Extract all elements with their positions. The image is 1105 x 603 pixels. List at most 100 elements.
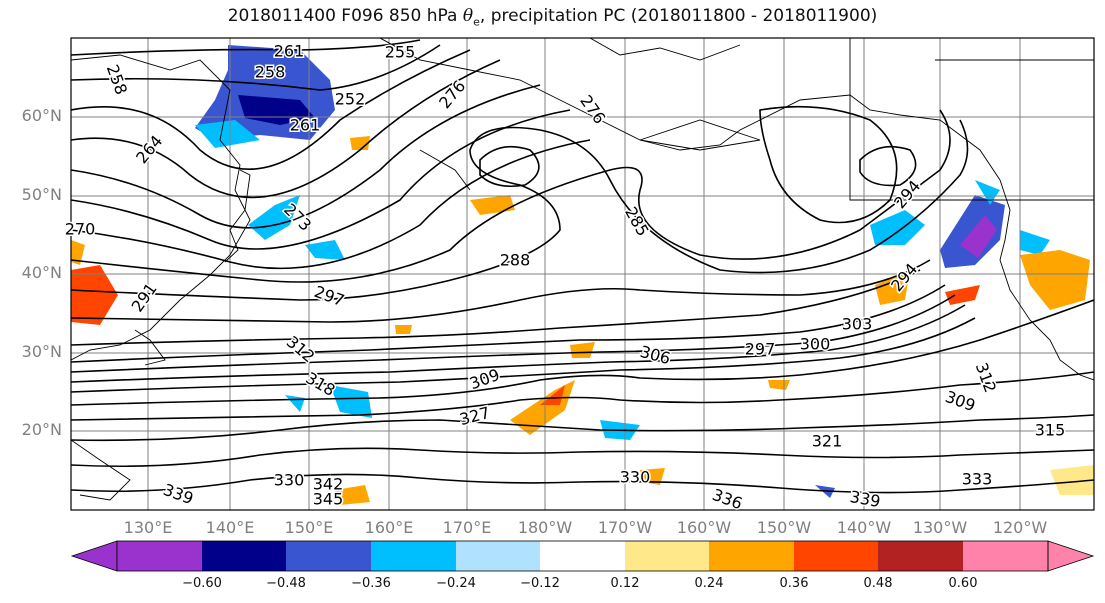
contour-label: 264 — [132, 132, 166, 168]
contour-label: 303 — [842, 315, 873, 334]
precip-patch-pos-mid — [71, 240, 85, 265]
colorbar-tick-label: 0.24 — [694, 576, 724, 591]
map-area — [71, 38, 1094, 510]
contour-label: 312 — [283, 332, 319, 366]
colorbar-tick-label: 0.12 — [610, 576, 640, 591]
lon-label: 130°W — [912, 518, 968, 537]
title-variable: θ — [462, 6, 474, 26]
lat-label: 40°N — [21, 263, 62, 282]
contour-label: 288 — [500, 251, 531, 270]
lon-label: 120°W — [992, 518, 1048, 537]
colorbar-tick-label: 0.36 — [779, 576, 809, 591]
lat-label: 60°N — [21, 106, 62, 125]
lon-label: 140°E — [205, 518, 255, 537]
graticule — [71, 38, 1094, 510]
lat-label: 20°N — [21, 420, 62, 439]
colorbar-segment — [540, 541, 625, 571]
colorbar-tick-label: 0.48 — [863, 576, 893, 591]
map-frame — [70, 37, 1095, 511]
contour-label: 255 — [385, 43, 416, 62]
colorbar-extend-max — [1047, 540, 1095, 572]
precip-patch-pos-mid — [335, 485, 370, 505]
contour-label: 261 — [290, 116, 321, 135]
contour-label: 252 — [335, 90, 366, 109]
contour-label: 321 — [812, 432, 843, 451]
contour-label: 270 — [65, 220, 96, 239]
contour-label: 330 — [274, 471, 305, 490]
colorbar-extend-min — [70, 540, 118, 572]
contour-label: 300 — [800, 335, 831, 354]
colorbar-tick-label: −0.36 — [351, 576, 391, 591]
colorbar-segment — [794, 541, 878, 571]
lon-label: 140°W — [836, 518, 892, 537]
lon-label: 130°E — [123, 518, 173, 537]
contour-label: 258 — [103, 62, 131, 97]
colorbar-tick-label: −0.60 — [182, 576, 222, 591]
precip-patch-neg-mid — [248, 195, 300, 240]
title-variable-subscript: e — [473, 15, 480, 29]
contour-label: 261 — [274, 42, 305, 61]
lat-label: 30°N — [21, 342, 62, 361]
precip-patch-neg-mid — [975, 180, 1000, 205]
lon-label: 170°W — [597, 518, 653, 537]
colorbar-segment — [456, 541, 540, 571]
precip-patch-neg-mid — [285, 395, 305, 412]
contour-label: 336 — [710, 485, 745, 513]
lon-label: 150°E — [284, 518, 334, 537]
contour-label: 345 — [313, 490, 344, 509]
precip-patch-neg-mid — [1020, 230, 1050, 255]
lat-label: 50°N — [21, 185, 62, 204]
colorbar-segment — [963, 541, 1048, 571]
colorbar-segment — [709, 541, 794, 571]
lon-label: 170°E — [442, 518, 492, 537]
colorbar-segment — [286, 541, 371, 571]
contour-label: 306 — [638, 342, 672, 368]
contour-label: 291 — [128, 279, 161, 315]
contour-label: 309 — [943, 387, 978, 415]
contour-label: 333 — [962, 470, 993, 489]
contour-label: 276 — [435, 77, 469, 113]
precip-patch-pos-strong — [71, 265, 118, 325]
contour-label: 330 — [620, 468, 651, 487]
lon-label: 150°W — [756, 518, 812, 537]
colorbar-segment — [202, 541, 286, 571]
contour-label: 342 — [313, 475, 344, 494]
contour-label: 315 — [1035, 421, 1066, 440]
contour-label: 339 — [161, 480, 196, 508]
precip-patch-neg-mid — [870, 210, 925, 245]
contour-label: 258 — [255, 63, 286, 82]
lon-label: 160°E — [364, 518, 414, 537]
precip-patch-pos-mid — [470, 195, 515, 215]
contour-label: 312 — [972, 360, 1000, 395]
precip-patch-pos-mid — [395, 325, 412, 334]
contour-label: 297 — [312, 282, 347, 310]
precip-patch-neg-mid — [305, 240, 345, 260]
precip-patch-pos-mid — [1020, 250, 1090, 310]
title-suffix: , precipitation PC (2018011800 - 2018011… — [479, 6, 878, 26]
colorbar — [70, 540, 1095, 572]
colorbar-tick-label: −0.24 — [436, 576, 476, 591]
title-prefix: 2018011400 F096 850 hPa — [227, 6, 458, 26]
precip-patch-neg-mid — [330, 385, 372, 418]
lon-label: 180°W — [517, 518, 573, 537]
precip-patch-pos-mid — [768, 380, 790, 390]
contour-label: 339 — [848, 487, 881, 511]
precip-patch-pos-mid — [640, 468, 665, 485]
colorbar-segment — [878, 541, 963, 571]
precip-patch-pos-strong — [945, 285, 980, 305]
colorbar-tick-label: −0.48 — [266, 576, 306, 591]
colorbar-segment — [117, 541, 202, 571]
theta-e-contours — [71, 39, 1094, 494]
colorbar-segment — [371, 541, 456, 571]
lon-label: 160°W — [676, 518, 732, 537]
precip-patch-neg-light — [195, 120, 260, 148]
map-title: 2018011400 F096 850 hPa θe, precipitatio… — [0, 6, 1105, 28]
colorbar-tick-label: 0.60 — [948, 576, 978, 591]
contour-label: 285 — [621, 204, 653, 240]
precip-patch-pos-light — [1050, 465, 1094, 495]
colorbar-segment — [625, 541, 709, 571]
contour-label: 297 — [745, 340, 776, 359]
precip-patch-pos-mid — [570, 342, 595, 358]
colorbar-tick-label: −0.12 — [520, 576, 560, 591]
